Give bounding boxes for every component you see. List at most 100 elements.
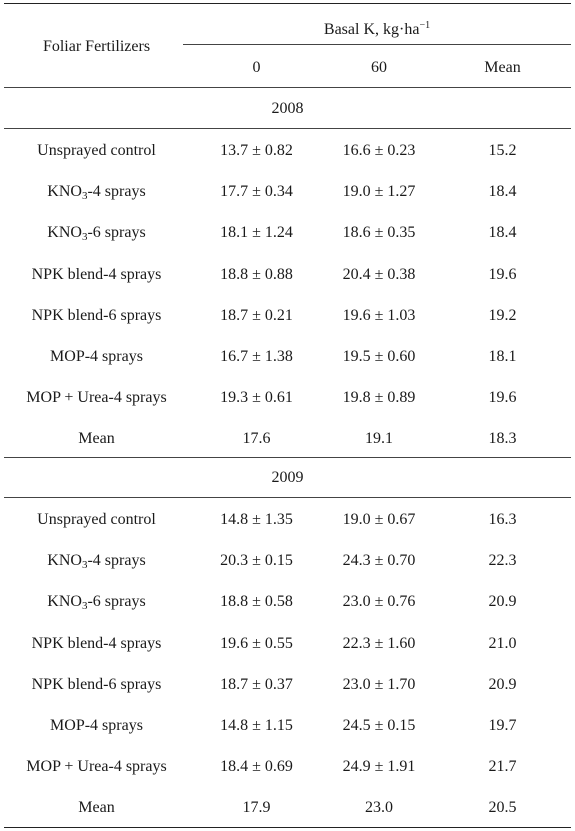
- row-name: KNO3-6 sprays: [4, 220, 189, 246]
- row-name-text: NPK blend-6 sprays: [31, 676, 162, 693]
- col-header-60: 60: [371, 59, 387, 76]
- row-name-text: MOP-4 sprays: [50, 348, 143, 365]
- value-basal-0: 14.8 ± 1.15: [220, 717, 293, 734]
- value-basal-0: 20.3 ± 0.15: [220, 552, 293, 569]
- row-name: Mean: [4, 795, 189, 821]
- value-mean: 18.4: [488, 224, 517, 241]
- row-name-text: -4 sprays: [87, 183, 146, 200]
- value-mean: 21.0: [488, 635, 517, 652]
- col-header-mean: Mean: [484, 59, 521, 76]
- row-name-text: KNO: [47, 593, 82, 610]
- value-mean: 22.3: [488, 552, 517, 569]
- value-mean: 21.7: [488, 758, 517, 775]
- value-basal-0: 18.7 ± 0.21: [220, 307, 293, 324]
- value-basal-0: 19.6 ± 0.55: [220, 635, 293, 652]
- row-name-text: Mean: [78, 430, 115, 447]
- row-name: Unsprayed control: [4, 507, 189, 533]
- value-basal-60: 19.6 ± 1.03: [342, 307, 416, 324]
- value-basal-60: 19.0 ± 1.27: [342, 183, 416, 200]
- value-mean: 19.2: [488, 307, 517, 324]
- row-name-text: MOP-4 sprays: [50, 717, 143, 734]
- value-basal-60: 20.4 ± 0.38: [342, 266, 416, 283]
- row-name-text: Unsprayed control: [37, 511, 156, 528]
- value-basal-60: 23.0: [365, 799, 393, 816]
- value-basal-0: 19.3 ± 0.61: [220, 389, 293, 406]
- value-basal-0: 18.8 ± 0.58: [220, 593, 293, 610]
- row-name: NPK blend-4 sprays: [4, 631, 189, 657]
- row-name-text: NPK blend-4 sprays: [31, 266, 162, 283]
- value-mean: 19.6: [488, 389, 517, 406]
- row-name-text: NPK blend-4 sprays: [31, 635, 162, 652]
- row-label-header: Foliar Fertilizers: [42, 38, 151, 55]
- row-name-text: MOP + Urea-4 sprays: [26, 389, 167, 406]
- value-basal-0: 18.7 ± 0.37: [220, 676, 293, 693]
- value-basal-0: 17.9: [242, 799, 271, 816]
- row-name: MOP + Urea-4 sprays: [4, 385, 189, 411]
- row-name-subscript: 3: [81, 190, 88, 202]
- value-mean: 20.9: [488, 593, 517, 610]
- value-mean: 15.2: [488, 142, 517, 159]
- row-name-subscript: 3: [81, 600, 88, 612]
- row-name: Mean: [4, 426, 189, 452]
- row-name-text: -6 sprays: [87, 224, 146, 241]
- value-basal-60: 16.6 ± 0.23: [342, 142, 416, 159]
- value-basal-0: 18.4 ± 0.69: [220, 758, 293, 775]
- top-rule: [4, 3, 571, 4]
- row-name-text: KNO: [47, 224, 82, 241]
- value-mean: 19.7: [488, 717, 517, 734]
- row-name: KNO3-4 sprays: [4, 548, 189, 574]
- section-label-2008: 2008: [271, 100, 304, 117]
- row-name-text: NPK blend-6 sprays: [31, 307, 162, 324]
- value-mean: 16.3: [488, 511, 517, 528]
- group-rule: [183, 44, 571, 45]
- value-basal-0: 13.7 ± 0.82: [220, 142, 293, 159]
- value-basal-60: 23.0 ± 0.76: [342, 593, 416, 610]
- row-name-text: Mean: [78, 799, 115, 816]
- row-name: KNO3-4 sprays: [4, 179, 189, 205]
- row-name-text: Unsprayed control: [37, 142, 156, 159]
- value-basal-60: 19.8 ± 0.89: [342, 389, 416, 406]
- value-basal-60: 24.9 ± 1.91: [342, 758, 416, 775]
- value-mean: 18.1: [488, 348, 517, 365]
- row-name: MOP-4 sprays: [4, 713, 189, 739]
- value-basal-60: 18.6 ± 0.35: [342, 224, 416, 241]
- row-name: NPK blend-6 sprays: [4, 672, 189, 698]
- bottom-rule: [4, 827, 571, 828]
- value-basal-60: 24.3 ± 0.70: [342, 552, 416, 569]
- row-name-text: MOP + Urea-4 sprays: [26, 758, 167, 775]
- value-mean: 18.4: [488, 183, 517, 200]
- value-basal-0: 14.8 ± 1.35: [220, 511, 293, 528]
- value-basal-60: 19.1: [365, 430, 393, 447]
- value-basal-60: 19.0 ± 0.67: [342, 511, 416, 528]
- value-mean: 18.3: [488, 430, 517, 447]
- row-name-text: -6 sprays: [87, 593, 146, 610]
- group-label-superscript: −1: [419, 20, 431, 31]
- group-label-text: Basal K, kg·ha: [323, 21, 420, 38]
- row-name-text: KNO: [47, 183, 82, 200]
- col-header-0: 0: [252, 59, 261, 76]
- section-end-rule-2008: [4, 457, 571, 458]
- value-mean: 20.9: [488, 676, 517, 693]
- row-name-subscript: 3: [81, 559, 88, 571]
- value-basal-60: 23.0 ± 1.70: [342, 676, 416, 693]
- row-name: NPK blend-4 sprays: [4, 262, 189, 288]
- row-name: MOP + Urea-4 sprays: [4, 754, 189, 780]
- value-mean: 20.5: [488, 799, 517, 816]
- row-name: MOP-4 sprays: [4, 344, 189, 370]
- row-name-text: KNO: [47, 552, 82, 569]
- row-name-text: -4 sprays: [87, 552, 146, 569]
- section-label-2009: 2009: [271, 469, 304, 486]
- row-name: Unsprayed control: [4, 138, 189, 164]
- value-basal-0: 17.6: [242, 430, 271, 447]
- row-name-subscript: 3: [81, 231, 88, 243]
- value-mean: 19.6: [488, 266, 517, 283]
- section-rule-2009: [4, 497, 571, 498]
- value-basal-0: 18.1 ± 1.24: [220, 224, 293, 241]
- value-basal-60: 19.5 ± 0.60: [342, 348, 416, 365]
- row-name: NPK blend-6 sprays: [4, 303, 189, 329]
- value-basal-60: 24.5 ± 0.15: [342, 717, 416, 734]
- header-bottom-rule: [4, 87, 571, 88]
- row-name: KNO3-6 sprays: [4, 589, 189, 615]
- value-basal-0: 16.7 ± 1.38: [220, 348, 293, 365]
- value-basal-0: 17.7 ± 0.34: [220, 183, 293, 200]
